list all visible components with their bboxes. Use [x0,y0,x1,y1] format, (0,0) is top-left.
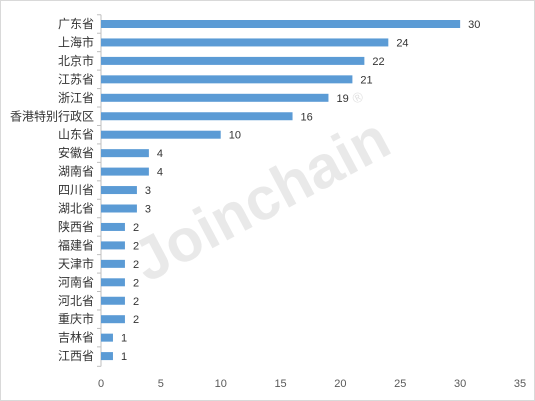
category-label: 重庆市 [58,311,94,326]
x-tick-label: 35 [514,378,526,390]
category-label: 浙江省 [58,91,94,105]
category-label: 河南省 [58,274,94,289]
data-label: 4 [157,167,163,179]
x-tick-label: 10 [215,378,227,390]
data-label: 2 [133,314,139,326]
data-label: 2 [133,296,139,308]
data-label: 3 [145,204,151,216]
category-label: 北京市 [58,53,94,68]
data-label: 21 [360,74,372,86]
x-tick-label: 30 [454,378,466,390]
data-label: 2 [133,240,139,252]
x-tick-label: 20 [334,378,346,390]
bar [101,130,221,139]
data-label: 16 [301,111,313,123]
x-tick-label: 5 [158,378,164,390]
bar [101,149,149,158]
data-label: 1 [121,351,127,363]
data-label: 2 [133,277,139,289]
data-label: 30 [468,19,480,31]
data-label: 1 [121,333,127,345]
bar [101,112,293,121]
category-label: 江西省 [58,349,94,363]
category-label: 四川省 [58,183,94,197]
category-label: 上海市 [58,34,94,49]
category-label: 安徽省 [58,145,94,160]
bar [101,241,125,250]
x-tick-label: 15 [274,378,286,390]
bar [101,352,113,361]
bar [101,333,113,342]
bar [101,75,353,84]
category-label: 河北省 [58,294,94,308]
category-label: 福建省 [58,237,94,252]
category-label: 吉林省 [58,331,94,345]
bar [101,315,125,324]
bar [101,296,125,305]
bar [101,93,329,102]
category-label: 香港特别行政区 [10,108,94,123]
x-tick-label: 25 [394,378,406,390]
category-label: 天津市 [58,256,94,271]
bar [101,259,125,268]
data-label: 22 [372,56,384,68]
bar [101,38,389,47]
category-label: 湖南省 [58,164,94,179]
data-label: 2 [133,259,139,271]
watermark-registered-mark: ® [349,88,366,107]
bar [101,56,365,65]
data-label: 10 [229,130,241,142]
category-label: 广东省 [58,17,94,31]
data-label: 19 [336,93,348,105]
bar [101,278,125,287]
category-label: 湖北省 [58,201,94,216]
x-tick-label: 0 [98,378,104,390]
bar [101,222,125,231]
bar [101,186,137,195]
data-label: 4 [157,148,163,160]
category-label: 山东省 [58,128,94,142]
data-label: 3 [145,185,151,197]
bar [101,167,149,176]
category-label: 江苏省 [58,72,94,86]
bar [101,204,137,213]
category-label: 陕西省 [58,219,94,234]
data-label: 2 [133,222,139,234]
bar [101,20,461,28]
data-label: 24 [396,37,408,49]
